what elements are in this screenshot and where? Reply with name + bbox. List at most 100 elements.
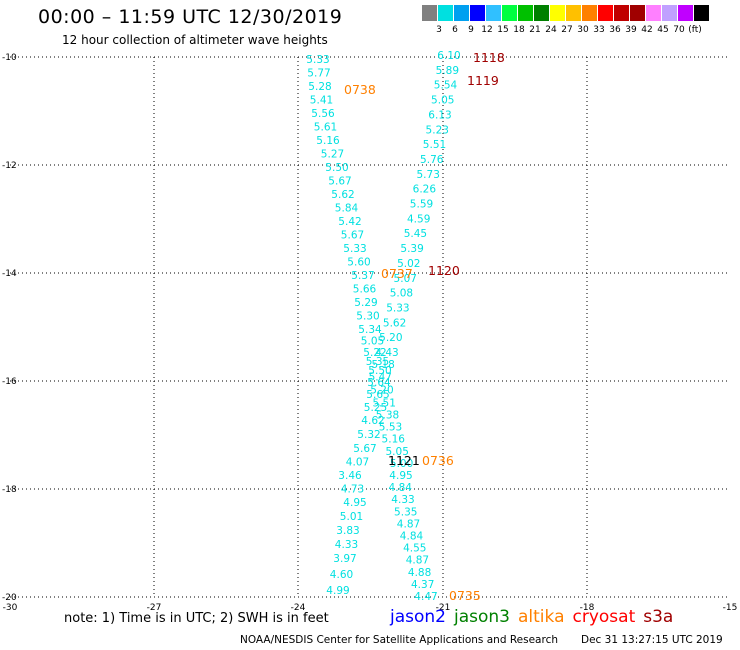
- colorbar-swatch: [518, 5, 534, 21]
- wave-height-label: 4.07: [346, 457, 369, 469]
- colorbar-label: 18: [513, 25, 525, 35]
- colorbar-swatch: [582, 5, 598, 21]
- wave-height-label: 4.73: [341, 484, 364, 496]
- wave-height-label: 5.65: [366, 389, 389, 401]
- wave-height-label: 5.20: [379, 332, 402, 344]
- latitude-label: -10: [2, 53, 17, 63]
- colorbar-label: 3: [436, 25, 442, 35]
- wave-height-label: 5.67: [353, 443, 376, 455]
- wave-height-label: 5.51: [373, 397, 396, 409]
- colorbar-swatch: [646, 5, 662, 21]
- wave-height-label: 5.62: [331, 189, 354, 201]
- wave-height-label: 4.37: [411, 579, 434, 591]
- colorbar-swatch: [550, 5, 566, 21]
- latitude-label: -18: [2, 485, 17, 495]
- wave-height-label: 5.62: [383, 317, 406, 329]
- wave-height-label: 5.00: [390, 458, 413, 470]
- longitude-label: -18: [580, 603, 595, 613]
- wave-height-label: 5.02: [397, 258, 420, 270]
- wave-height-label: 4.84: [389, 482, 413, 494]
- legend-jason2: jason2: [390, 607, 446, 627]
- colorbar-label: 21: [529, 25, 541, 35]
- wave-height-label: 4.87: [406, 555, 429, 567]
- wave-height-label: 5.41: [310, 95, 333, 107]
- colorbar-swatch: [598, 5, 614, 21]
- wave-height-label: 4.95: [343, 497, 366, 509]
- wave-height-label: 5.32: [357, 429, 380, 441]
- wave-height-label: 5.23: [426, 124, 449, 136]
- colorbar-swatch: [566, 5, 582, 21]
- wave-height-label: 5.61: [314, 122, 337, 134]
- colorbar-swatch: [694, 5, 710, 21]
- wave-height-label: 6.26: [413, 184, 437, 196]
- pass-time-label: 1119: [467, 73, 499, 88]
- pass-time-label: 1120: [428, 263, 460, 278]
- colorbar-label: 15: [497, 25, 509, 35]
- colorbar-label: 24: [545, 25, 557, 35]
- colorbar-swatch: [678, 5, 694, 21]
- colorbar-label: 36: [609, 25, 621, 35]
- units-note: note: 1) Time is in UTC; 2) SWH is in fe…: [64, 611, 329, 626]
- wave-height-label: 5.67: [328, 176, 351, 188]
- wave-height-label: 4.62: [361, 415, 384, 427]
- wave-height-label: 5.16: [382, 434, 406, 446]
- wave-height-label: 4.43: [375, 347, 398, 359]
- wave-height-label: 5.16: [316, 135, 340, 147]
- wave-height-label: 5.01: [340, 511, 363, 523]
- legend-jason3: jason3: [454, 607, 510, 627]
- wave-height-label: 5.47: [369, 371, 392, 383]
- colorbar-swatch: [630, 5, 646, 21]
- wave-height-label: 5.66: [353, 284, 377, 296]
- wave-height-label: 5.42: [338, 216, 361, 228]
- wave-height-label: 5.73: [417, 169, 440, 181]
- wave-height-label: 3.83: [336, 525, 359, 537]
- map-title: 00:00 – 11:59 UTC 12/30/2019: [38, 6, 343, 28]
- colorbar-label: (ft): [688, 25, 702, 35]
- colorbar-swatch: [486, 5, 502, 21]
- latitude-label: -16: [2, 377, 17, 387]
- wave-height-label: 5.27: [321, 149, 344, 161]
- pass-time-label: 0737: [381, 266, 413, 281]
- longitude-label: -27: [147, 603, 162, 613]
- wave-height-label: 5.18: [371, 359, 394, 371]
- wave-height-label: 5.25: [364, 402, 387, 414]
- wave-height-label: 5.89: [436, 65, 459, 77]
- wave-height-label: 5.05: [431, 95, 454, 107]
- wave-height-label: 5.22: [363, 347, 386, 359]
- colorbar-swatch: [534, 5, 550, 21]
- wave-height-label: 5.05: [361, 336, 384, 348]
- wave-height-label: 5.37: [351, 270, 374, 282]
- wave-height-label: 4.60: [330, 569, 353, 581]
- latitude-label: -12: [2, 161, 17, 171]
- wave-height-label: 4.87: [397, 518, 420, 530]
- longitude-label: -15: [723, 603, 738, 613]
- wave-height-label: 5.50: [325, 162, 348, 174]
- wave-height-label: 5.45: [404, 228, 427, 240]
- longitude-label: -30: [3, 603, 18, 613]
- colorbar-swatch: [454, 5, 470, 21]
- generation-timestamp: Dec 31 13:27:15 UTC 2019: [581, 634, 723, 646]
- pass-time-label: 1121: [388, 453, 420, 468]
- colorbar-swatch: [502, 5, 518, 21]
- legend-altika: altika: [518, 607, 565, 627]
- wave-height-label: 4.99: [326, 585, 349, 597]
- wave-height-label: 5.20: [370, 385, 393, 397]
- colorbar-label: 12: [481, 25, 493, 35]
- legend-s3a: s3a: [643, 607, 674, 627]
- colorbar-label: 33: [593, 25, 605, 35]
- wave-height-label: 5.29: [354, 297, 377, 309]
- pass-time-label: 0735: [449, 588, 481, 603]
- wave-height-label: 5.07: [394, 273, 417, 285]
- wave-height-label: 5.76: [420, 154, 444, 166]
- wave-height-label: 5.54: [434, 80, 458, 92]
- wave-height-label: 4.47: [414, 591, 437, 603]
- colorbar-label: 6: [452, 25, 458, 35]
- wave-height-label: 3.46: [338, 470, 362, 482]
- wave-height-label: 5.38: [376, 410, 399, 422]
- colorbar-swatch: [470, 5, 486, 21]
- wave-height-label: 5.28: [308, 81, 331, 93]
- wave-height-label: 4.33: [391, 494, 414, 506]
- colorbar-swatch: [614, 5, 630, 21]
- colorbar-swatch: [422, 5, 438, 21]
- wave-height-label: 4.88: [408, 567, 431, 579]
